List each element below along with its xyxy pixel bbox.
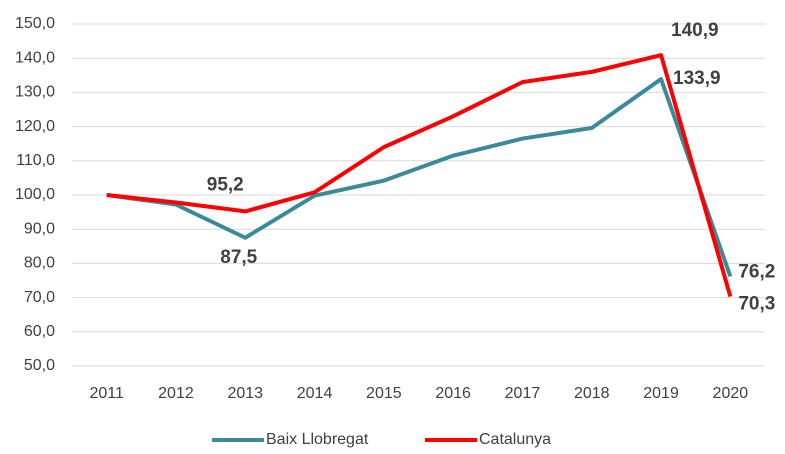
data-label: 95,2 (207, 174, 244, 195)
x-tick-label: 2015 (366, 385, 402, 402)
x-tick-label: 2019 (643, 385, 679, 402)
x-tick-label: 2020 (713, 385, 749, 402)
data-label: 133,9 (673, 68, 721, 89)
y-tick-label: 90,0 (24, 220, 55, 237)
y-tick-label: 140,0 (15, 49, 55, 66)
legend-label: Catalunya (479, 431, 551, 448)
series-line (106, 53, 733, 298)
legend-label: Baix Llobregat (266, 431, 369, 448)
y-tick-label: 130,0 (15, 84, 55, 101)
y-tick-label: 120,0 (15, 118, 55, 135)
y-tick-label: 50,0 (24, 357, 55, 374)
y-tick-label: 110,0 (16, 152, 55, 169)
x-tick-label: 2011 (89, 385, 124, 402)
x-tick-label: 2014 (297, 385, 333, 402)
data-label: 70,3 (738, 294, 775, 315)
y-tick-label: 60,0 (24, 323, 55, 340)
x-tick-label: 2012 (158, 385, 194, 402)
x-tick-label: 2016 (435, 385, 471, 402)
data-label: 140,9 (671, 20, 719, 41)
data-label: 87,5 (220, 247, 257, 268)
x-tick-label: 2013 (227, 385, 263, 402)
y-tick-label: 150,0 (15, 15, 55, 32)
series-line (106, 77, 733, 278)
x-tick-label: 2018 (574, 385, 610, 402)
y-tick-label: 70,0 (24, 289, 55, 306)
y-tick-label: 80,0 (24, 255, 55, 272)
data-label: 76,2 (738, 261, 775, 282)
y-tick-label: 100,0 (15, 186, 55, 203)
x-tick-label: 2017 (505, 385, 541, 402)
